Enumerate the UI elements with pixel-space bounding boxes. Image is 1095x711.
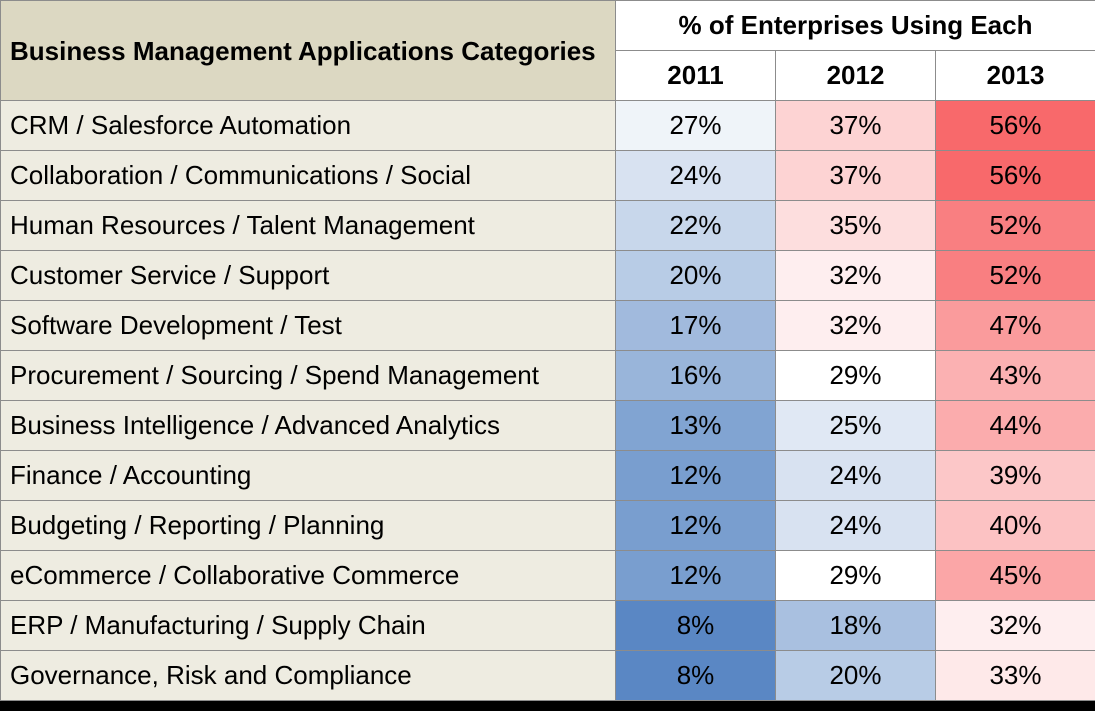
category-label: ERP / Manufacturing / Supply Chain: [0, 600, 616, 651]
category-label: Finance / Accounting: [0, 450, 616, 501]
value-cell: 35%: [775, 200, 936, 251]
category-label: Budgeting / Reporting / Planning: [0, 500, 616, 551]
table-row: CRM / Salesforce Automation 27% 37% 56%: [0, 100, 1095, 151]
value-cell: 32%: [935, 600, 1095, 651]
group-header: % of Enterprises Using Each: [615, 0, 1095, 51]
category-label: Software Development / Test: [0, 300, 616, 351]
value-cell: 8%: [615, 600, 776, 651]
table-row: Budgeting / Reporting / Planning 12% 24% 40…: [0, 500, 1095, 551]
value-cell: 47%: [935, 300, 1095, 351]
header-row-years: 2011 2012 2013: [1, 50, 1095, 101]
value-cell: 29%: [775, 350, 936, 401]
table-row: Collaboration / Communications / Social 2…: [0, 150, 1095, 201]
value-cell: 13%: [615, 400, 776, 451]
category-label: eCommerce / Collaborative Commerce: [0, 550, 616, 601]
value-cell: 20%: [615, 250, 776, 301]
value-cell: 12%: [615, 500, 776, 551]
value-cell: 29%: [775, 550, 936, 601]
value-cell: 43%: [935, 350, 1095, 401]
category-label: Customer Service / Support: [0, 250, 616, 301]
value-cell: 37%: [775, 100, 936, 151]
value-cell: 39%: [935, 450, 1095, 501]
year-header: 2011: [615, 50, 776, 101]
value-cell: 27%: [615, 100, 776, 151]
corner-header: Business Management Applications Categor…: [0, 0, 616, 101]
value-cell: 25%: [775, 400, 936, 451]
table-row: Business Intelligence / Advanced Analyti…: [0, 400, 1095, 451]
category-label: Governance, Risk and Compliance: [0, 650, 616, 701]
value-cell: 12%: [615, 450, 776, 501]
value-cell: 52%: [935, 200, 1095, 251]
value-cell: 16%: [615, 350, 776, 401]
value-cell: 24%: [775, 450, 936, 501]
category-label: Procurement / Sourcing / Spend Managemen…: [0, 350, 616, 401]
table-body: CRM / Salesforce Automation 27% 37% 56% Coll…: [0, 100, 1095, 701]
value-cell: 32%: [775, 250, 936, 301]
table-row: Human Resources / Talent Management 22% 35…: [0, 200, 1095, 251]
value-cell: 52%: [935, 250, 1095, 301]
value-cell: 22%: [615, 200, 776, 251]
year-header: 2012: [775, 50, 936, 101]
table-row: Governance, Risk and Compliance 8% 20% 33%: [0, 650, 1095, 701]
table-row: Software Development / Test 17% 32% 47%: [0, 300, 1095, 351]
value-cell: 24%: [775, 500, 936, 551]
value-cell: 45%: [935, 550, 1095, 601]
value-cell: 32%: [775, 300, 936, 351]
value-cell: 8%: [615, 650, 776, 701]
table-row: Customer Service / Support 20% 32% 52%: [0, 250, 1095, 301]
value-cell: 24%: [615, 150, 776, 201]
year-header: 2013: [935, 50, 1095, 101]
value-cell: 40%: [935, 500, 1095, 551]
value-cell: 12%: [615, 550, 776, 601]
value-cell: 44%: [935, 400, 1095, 451]
category-label: Collaboration / Communications / Social: [0, 150, 616, 201]
value-cell: 37%: [775, 150, 936, 201]
category-label: CRM / Salesforce Automation: [0, 100, 616, 151]
category-label: Human Resources / Talent Management: [0, 200, 616, 251]
category-label: Business Intelligence / Advanced Analyti…: [0, 400, 616, 451]
value-cell: 33%: [935, 650, 1095, 701]
value-cell: 56%: [935, 150, 1095, 201]
value-cell: 17%: [615, 300, 776, 351]
table-row: Finance / Accounting 12% 24% 39%: [0, 450, 1095, 501]
table-row: eCommerce / Collaborative Commerce 12% 29%…: [0, 550, 1095, 601]
value-cell: 18%: [775, 600, 936, 651]
value-cell: 20%: [775, 650, 936, 701]
table-row: ERP / Manufacturing / Supply Chain 8% 18% 3…: [0, 600, 1095, 651]
value-cell: 56%: [935, 100, 1095, 151]
header-row-group: Business Management Applications Categor…: [0, 0, 1095, 101]
table-row: Procurement / Sourcing / Spend Managemen…: [0, 350, 1095, 401]
